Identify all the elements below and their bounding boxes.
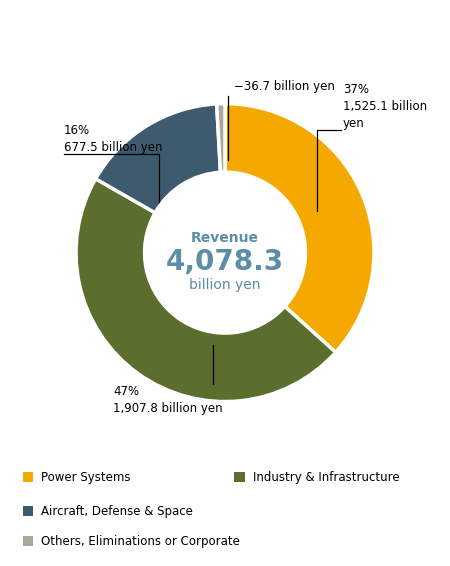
Wedge shape (216, 104, 225, 172)
Text: 47%
1,907.8 billion yen: 47% 1,907.8 billion yen (113, 385, 223, 415)
Wedge shape (95, 104, 220, 213)
Text: billion yen: billion yen (189, 278, 261, 293)
Text: 16%
677.5 billion yen: 16% 677.5 billion yen (64, 125, 162, 155)
Text: Revenue: Revenue (191, 231, 259, 245)
Text: Others, Eliminations or Corporate: Others, Eliminations or Corporate (41, 535, 240, 547)
Text: −36.7 billion yen: −36.7 billion yen (234, 80, 335, 93)
Text: 4,078.3: 4,078.3 (166, 247, 284, 276)
Text: Aircraft, Defense & Space: Aircraft, Defense & Space (41, 505, 193, 517)
Wedge shape (225, 104, 374, 352)
Wedge shape (76, 179, 336, 402)
Text: 37%
1,525.1 billion
yen: 37% 1,525.1 billion yen (343, 83, 427, 131)
Text: Power Systems: Power Systems (41, 471, 130, 483)
Text: Industry & Infrastructure: Industry & Infrastructure (252, 471, 399, 483)
